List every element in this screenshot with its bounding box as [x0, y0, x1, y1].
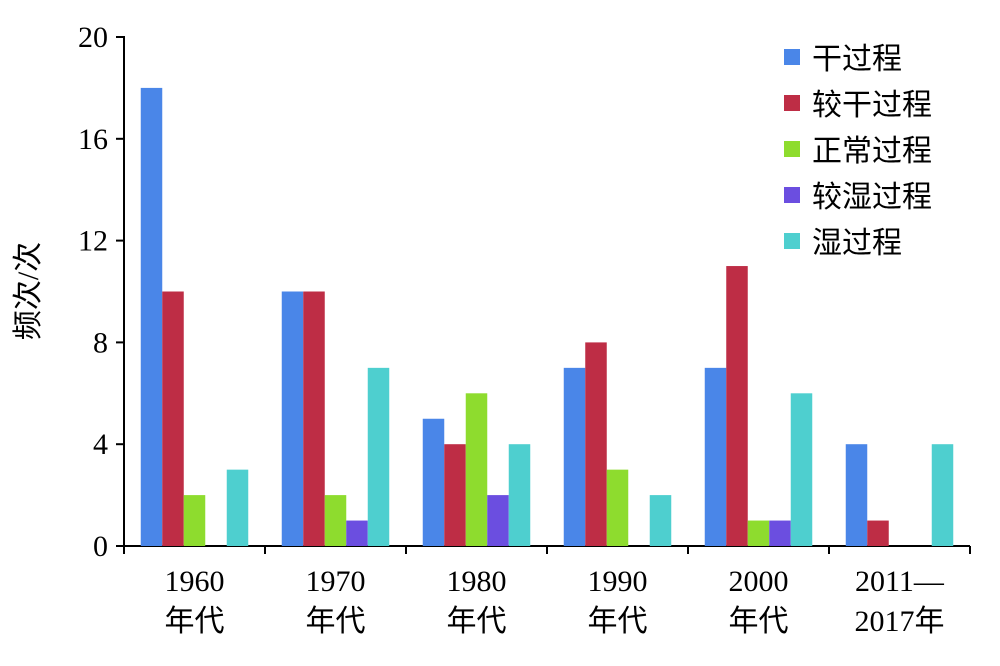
- bar-3-series-3: [465, 393, 488, 546]
- x-category-label: 2011—: [855, 565, 945, 598]
- x-categories: 1960 年代 1970 年代 1980 年代 1990 年代 2000 年代 2011— 2017年: [165, 565, 945, 638]
- x-category-label: 1990: [588, 565, 648, 598]
- y-tick-label: 8: [93, 326, 108, 359]
- bar-1-series-3: [183, 495, 206, 546]
- x-category-label: 2017年: [855, 605, 945, 638]
- bar-2-series-5: [367, 367, 390, 546]
- bar-1-series-5: [226, 469, 249, 546]
- bar-4-series-1: [563, 367, 586, 546]
- bar-1-series-1: [140, 87, 163, 547]
- bar-3-series-1: [422, 418, 445, 546]
- bar-6-series-1: [845, 444, 868, 546]
- legend-label: 正常过程: [812, 135, 932, 168]
- bar-3-series-5: [508, 444, 531, 546]
- x-category-label: 年代: [165, 605, 225, 638]
- x-category-label: 1980: [447, 565, 507, 598]
- legend-swatch: [784, 233, 800, 249]
- y-tick-label: 12: [78, 225, 108, 258]
- bar-5-series-1: [704, 367, 727, 546]
- bar-5-series-4: [769, 520, 791, 546]
- bar-3-series-4: [487, 495, 509, 546]
- y-axis-title: 频次/次: [12, 242, 45, 340]
- bar-5-series-3: [747, 520, 770, 546]
- bar-4-series-3: [606, 469, 629, 546]
- y-tick-label: 16: [78, 123, 108, 156]
- bar-2-series-4: [346, 520, 368, 546]
- x-category-label: 年代: [729, 605, 789, 638]
- x-category-label: 年代: [447, 605, 507, 638]
- x-category-label: 年代: [306, 605, 366, 638]
- x-category-label: 1960: [165, 565, 225, 598]
- y-tick-label: 0: [93, 530, 108, 563]
- bar-6-series-2: [867, 520, 889, 546]
- bar-2-series-3: [324, 495, 347, 546]
- bar-2-series-1: [281, 291, 304, 546]
- legend-swatch: [784, 141, 800, 157]
- legend-label: 干过程: [812, 43, 902, 76]
- legend-swatch: [784, 187, 800, 203]
- legend-label: 较湿过程: [812, 181, 932, 214]
- y-tick-label: 20: [78, 21, 108, 54]
- legend-swatch: [784, 49, 800, 65]
- axes: [123, 36, 971, 554]
- bar-4-series-5: [649, 495, 672, 546]
- x-category-label: 1970: [306, 565, 366, 598]
- x-category-label: 2000: [729, 565, 789, 598]
- y-tick-label: 4: [93, 428, 108, 461]
- legend-label: 较干过程: [812, 89, 932, 122]
- x-category-label: 年代: [588, 605, 648, 638]
- legend-swatch: [784, 95, 800, 111]
- bar-3-series-2: [444, 444, 466, 546]
- bar-6-series-5: [931, 444, 954, 546]
- bar-4-series-2: [585, 342, 607, 546]
- bars: [140, 87, 954, 547]
- bar-2-series-2: [303, 291, 325, 546]
- bar-5-series-2: [726, 266, 748, 546]
- bar-5-series-5: [790, 393, 813, 546]
- y-ticks: 0 4 8 12 16 20: [78, 21, 124, 563]
- legend-label: 湿过程: [812, 227, 902, 260]
- bar-1-series-2: [162, 291, 184, 546]
